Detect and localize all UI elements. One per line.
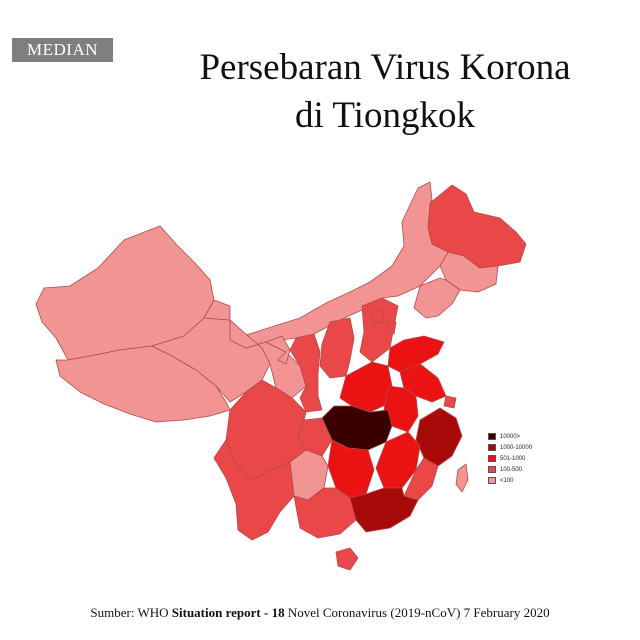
source-caption: Sumber: WHO Situation report - 18 Novel … bbox=[0, 605, 640, 621]
region-zhejiang bbox=[415, 407, 463, 467]
region-jilin bbox=[439, 251, 499, 293]
legend-item: 10000> bbox=[488, 431, 532, 442]
source-text-1: Sumber: WHO bbox=[90, 605, 172, 620]
legend-label: 501-1000 bbox=[500, 455, 526, 462]
region-hainan bbox=[335, 547, 359, 571]
legend-swatch bbox=[488, 466, 496, 473]
region-yunnan bbox=[213, 439, 295, 541]
title-line-1: Persebaran Virus Korona bbox=[199, 47, 571, 88]
region-tianjin bbox=[385, 321, 397, 335]
region-jiangxi bbox=[375, 431, 421, 489]
region-guangdong bbox=[349, 487, 419, 533]
legend-label: 10000> bbox=[500, 433, 521, 440]
legend-item: 1000-10000 bbox=[488, 442, 532, 453]
source-text-2: Novel Coronavirus (2019-nCoV) 7 February… bbox=[284, 605, 550, 620]
map-legend: 10000> 1000-10000 501-1000 100-500 <100 bbox=[488, 431, 532, 486]
legend-label: <100 bbox=[500, 477, 514, 484]
legend-swatch bbox=[488, 477, 496, 484]
title-line-2: di Tiongkok bbox=[295, 95, 475, 136]
region-beijing bbox=[371, 309, 385, 325]
region-inner-mongolia bbox=[229, 181, 449, 349]
legend-label: 1000-10000 bbox=[500, 444, 533, 451]
legend-item: 501-1000 bbox=[488, 453, 532, 464]
source-report-title: Situation report - 18 bbox=[171, 605, 285, 620]
legend-item: 100-500 bbox=[488, 464, 532, 475]
page-title: Persebaran Virus Korona di Tiongkok bbox=[170, 44, 600, 140]
logo-text: MEDIAN bbox=[27, 40, 98, 59]
legend-swatch bbox=[488, 433, 496, 440]
region-shandong bbox=[387, 335, 445, 373]
region-ningxia bbox=[265, 335, 291, 365]
median-logo: MEDIAN bbox=[12, 38, 113, 62]
region-tibet bbox=[55, 345, 231, 423]
legend-label: 100-500 bbox=[500, 466, 523, 473]
region-shanghai bbox=[443, 395, 457, 409]
legend-item: <100 bbox=[488, 475, 532, 486]
legend-swatch bbox=[488, 455, 496, 462]
region-taiwan bbox=[455, 463, 469, 493]
legend-swatch bbox=[488, 444, 496, 451]
region-shaanxi bbox=[289, 333, 323, 413]
region-liaoning bbox=[413, 277, 461, 319]
